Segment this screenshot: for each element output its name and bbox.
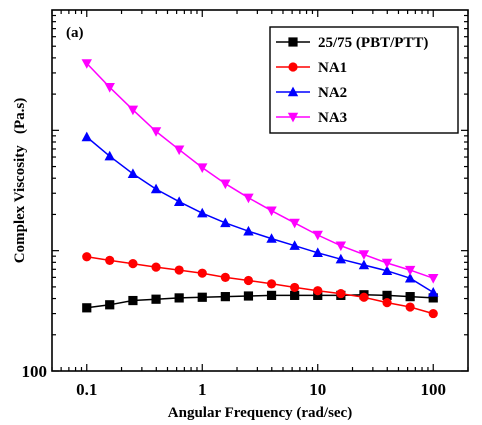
- data-point: [289, 240, 300, 250]
- data-point: [243, 225, 254, 236]
- data-point: [428, 286, 439, 297]
- series-line: [86, 136, 434, 294]
- legend-label: NA2: [318, 85, 347, 101]
- data-point: [381, 265, 393, 276]
- legend-label: NA3: [318, 110, 347, 126]
- data-point: [381, 258, 393, 269]
- legend-label: 25/75 (PBT/PTT): [318, 35, 428, 51]
- data-point: [405, 302, 415, 312]
- data-point: [358, 259, 370, 270]
- x-tick-label: 10: [309, 380, 326, 399]
- data-point: [150, 183, 162, 194]
- data-point: [104, 83, 115, 93]
- legend: 25/75 (PBT/PTT) NA1 NA2 NA3: [269, 26, 459, 134]
- data-point: [243, 291, 254, 301]
- series-1: [82, 252, 438, 319]
- data-point: [312, 247, 323, 258]
- data-point: [358, 250, 370, 260]
- data-point: [220, 272, 230, 282]
- data-point: [105, 300, 115, 310]
- data-point: [266, 206, 277, 217]
- data-point: [428, 293, 438, 303]
- plot-frame: [51, 9, 469, 372]
- series-3: [81, 59, 439, 284]
- data-point: [266, 233, 277, 243]
- data-point: [266, 279, 277, 289]
- data-point: [313, 290, 323, 300]
- data-point: [428, 308, 438, 319]
- data-point: [197, 163, 208, 174]
- data-point: [82, 303, 92, 313]
- data-point: [312, 230, 323, 241]
- x-axis-label: Angular Frequency (rad/sec): [168, 405, 352, 421]
- data-point: [220, 217, 231, 228]
- data-point: [82, 252, 92, 262]
- data-point: [382, 298, 392, 308]
- data-point: [150, 127, 162, 137]
- x-tick-label: 1: [198, 380, 207, 399]
- data-point: [174, 265, 184, 275]
- data-point: [335, 253, 347, 264]
- series-line: [86, 62, 434, 279]
- data-point: [81, 131, 92, 142]
- data-point: [127, 105, 139, 116]
- data-point: [197, 207, 208, 218]
- data-point: [197, 268, 207, 278]
- data-point: [128, 295, 138, 306]
- data-point: [173, 196, 185, 206]
- legend-marker: [288, 37, 298, 47]
- data-point: [404, 272, 416, 283]
- legend-marker: [287, 86, 299, 97]
- data-point: [173, 145, 185, 156]
- data-point: [243, 193, 254, 204]
- series-line: [86, 294, 434, 309]
- legend-marker: [288, 62, 298, 72]
- data-point: [220, 179, 231, 190]
- data-point: [105, 255, 115, 266]
- legend-label: NA1: [318, 60, 347, 76]
- data-point: [428, 274, 439, 284]
- legend-box: [269, 26, 459, 134]
- data-point: [289, 218, 300, 229]
- y-tick-label: 100: [22, 362, 48, 381]
- data-point: [382, 290, 392, 300]
- data-point: [151, 262, 161, 272]
- data-point: [104, 150, 115, 161]
- series-line: [86, 256, 434, 315]
- data-point: [359, 292, 369, 302]
- x-tick-label: 100: [420, 380, 446, 399]
- legend-marker: [287, 112, 299, 123]
- data-point: [266, 290, 277, 300]
- data-point: [290, 282, 300, 293]
- data-point: [313, 286, 323, 296]
- data-point: [290, 290, 300, 300]
- data-point: [336, 288, 346, 299]
- data-point: [151, 294, 161, 304]
- data-point: [243, 275, 254, 286]
- data-point: [174, 293, 184, 303]
- data-point: [405, 292, 415, 302]
- series-layer: [81, 59, 439, 319]
- data-point: [220, 292, 230, 302]
- panel-label: (a): [66, 25, 84, 41]
- x-tick-label: 0.1: [76, 380, 97, 399]
- data-point: [127, 168, 139, 179]
- data-point: [335, 241, 347, 252]
- data-point: [197, 292, 207, 302]
- y-axis-label: Complex Viscosity (Pa.s): [12, 98, 28, 263]
- data-point: [81, 59, 92, 69]
- data-point: [404, 265, 416, 276]
- data-point: [128, 259, 138, 269]
- series-2: [81, 131, 439, 297]
